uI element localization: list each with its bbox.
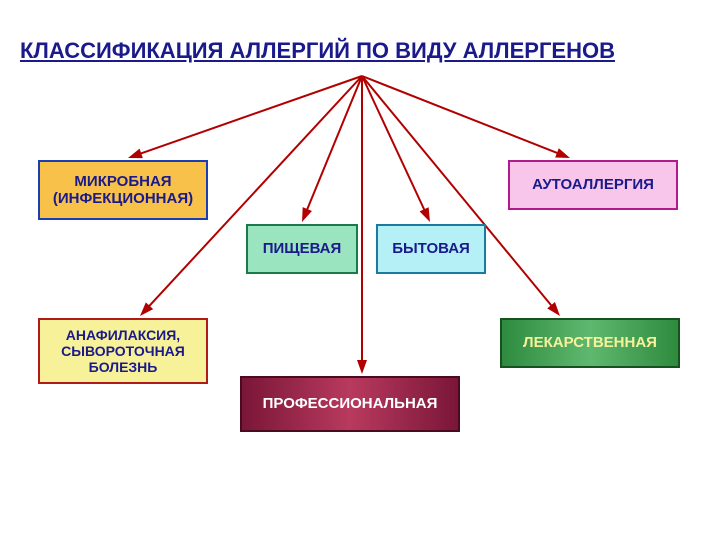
- node-anaphylaxis: АНАФИЛАКСИЯ, СЫВОРОТОЧНАЯ БОЛЕЗНЬ: [38, 318, 208, 384]
- node-autoallergy: АУТОАЛЛЕРГИЯ: [508, 160, 678, 210]
- diagram-title: КЛАССИФИКАЦИЯ АЛЛЕРГИЙ ПО ВИДУ АЛЛЕРГЕНО…: [20, 38, 615, 64]
- node-drug: ЛЕКАРСТВЕННАЯ: [500, 318, 680, 368]
- arrows-layer: [0, 0, 720, 540]
- node-food: ПИЩЕВАЯ: [246, 224, 358, 274]
- node-occupational: ПРОФЕССИОНАЛЬНАЯ: [240, 376, 460, 432]
- diagram-canvas: КЛАССИФИКАЦИЯ АЛЛЕРГИЙ ПО ВИДУ АЛЛЕРГЕНО…: [0, 0, 720, 540]
- node-microbial: МИКРОБНАЯ (ИНФЕКЦИОННАЯ): [38, 160, 208, 220]
- node-household: БЫТОВАЯ: [376, 224, 486, 274]
